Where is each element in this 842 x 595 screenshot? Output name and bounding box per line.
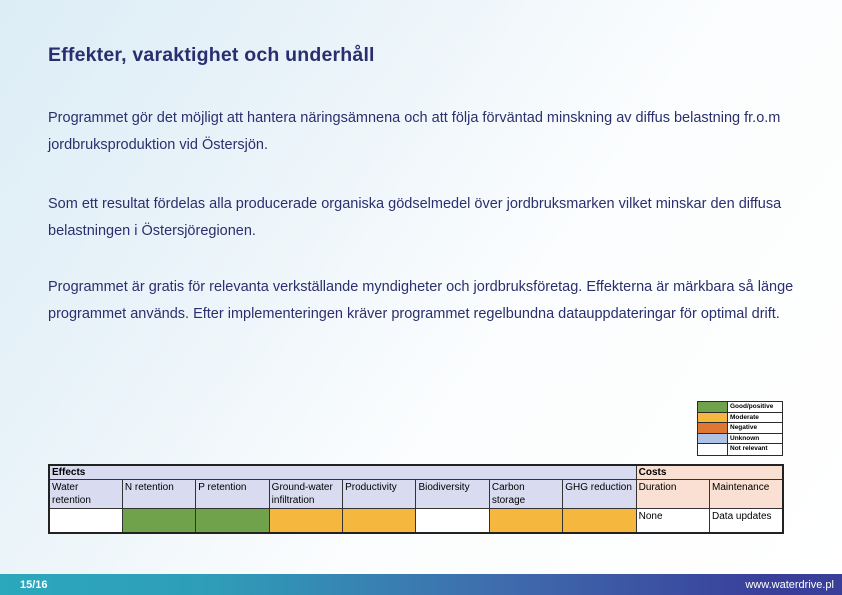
paragraph-1: Programmet gör det möjligt att hantera n… <box>48 109 781 153</box>
legend-row: Unknown <box>698 433 782 445</box>
effect-value-cell-water-retention <box>48 508 123 533</box>
effect-value-cell-carbon-storage <box>488 508 564 533</box>
cost-value-cell-duration: None <box>635 508 711 533</box>
legend-swatch-negative <box>698 423 728 433</box>
column-header-productivity: Productivity <box>342 479 417 509</box>
website-link[interactable]: www.waterdrive.pl <box>745 578 834 591</box>
column-header-duration: Duration <box>635 479 711 509</box>
costs-group-header: Costs <box>635 464 784 480</box>
effect-value-cell-ground-water-infiltration <box>268 508 344 533</box>
effects-costs-table: Effects Costs Water retention N retentio… <box>48 464 784 534</box>
paragraph-3: Programmet är gratis för relevanta verks… <box>48 278 794 322</box>
footer-bar: 15/16 www.waterdrive.pl <box>0 574 842 595</box>
legend-row: Good/positive <box>698 402 782 413</box>
legend-swatch-good <box>698 402 728 412</box>
column-header-p-retention: P retention <box>195 479 270 509</box>
column-header-water-retention: Water retention <box>48 479 123 509</box>
legend-row: Moderate <box>698 412 782 424</box>
legend-table: Good/positive Moderate Negative Unknown … <box>697 401 783 456</box>
effects-group-header: Effects <box>48 464 637 480</box>
legend-label: Moderate <box>730 413 759 421</box>
legend-label: Negative <box>730 424 758 432</box>
effect-value-cell-ghg-reduction <box>562 508 637 533</box>
effect-value-cell-productivity <box>342 508 417 533</box>
legend-swatch-not-relevant <box>698 444 728 455</box>
effect-value-cell-biodiversity <box>415 508 490 533</box>
legend-label: Unknown <box>730 434 760 442</box>
page-number: 15/16 <box>20 578 48 591</box>
legend-row: Not relevant <box>698 444 782 455</box>
effect-value-cell-p-retention <box>195 508 270 533</box>
column-header-ground-water-infiltration: Ground-water infiltration <box>268 479 344 509</box>
legend-label: Not relevant <box>730 445 768 453</box>
column-header-ghg-reduction: GHG reduction <box>562 479 637 509</box>
legend-swatch-unknown <box>698 433 728 444</box>
column-header-biodiversity: Biodiversity <box>415 479 490 509</box>
legend-label: Good/positive <box>730 403 774 410</box>
legend-swatch-moderate <box>698 412 728 423</box>
column-header-carbon-storage: Carbon storage <box>488 479 564 509</box>
table-data-row: None Data updates <box>48 508 784 533</box>
effect-value-cell-n-retention <box>121 508 197 533</box>
legend-row: Negative <box>698 423 782 434</box>
column-header-n-retention: N retention <box>121 479 197 509</box>
table-header-row: Water retention N retention P retention … <box>48 479 784 509</box>
paragraph-2: Som ett resultat fördelas alla producera… <box>48 195 782 239</box>
page-title: Effekter, varaktighet och underhåll <box>48 44 375 66</box>
cost-value-cell-maintenance: Data updates <box>709 508 784 533</box>
column-header-maintenance: Maintenance <box>709 479 784 509</box>
table-group-row: Effects Costs <box>48 464 784 480</box>
